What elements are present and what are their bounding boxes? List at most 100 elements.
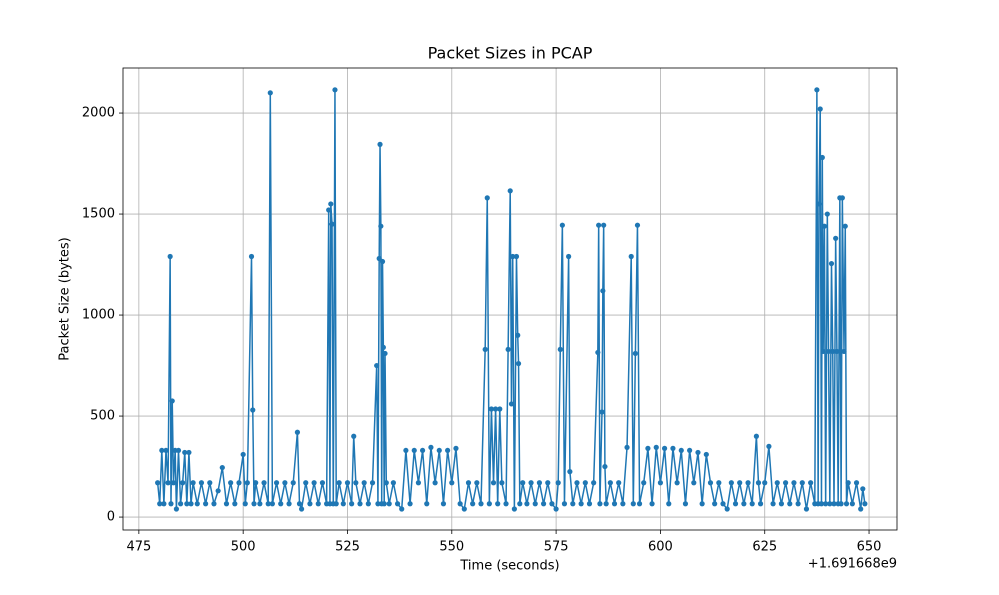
data-point	[361, 480, 367, 486]
data-point	[474, 480, 480, 486]
data-point	[820, 348, 826, 355]
data-point	[819, 154, 825, 161]
data-point	[253, 480, 259, 486]
data-point	[611, 501, 618, 507]
data-point	[803, 506, 810, 512]
data-point	[244, 480, 250, 486]
data-point	[707, 480, 714, 486]
data-point	[424, 501, 430, 507]
data-point	[223, 501, 230, 507]
data-point	[298, 506, 305, 512]
data-point	[482, 346, 488, 353]
data-point	[282, 480, 288, 486]
data-point	[630, 501, 636, 507]
data-point	[495, 501, 501, 507]
data-point	[155, 480, 161, 486]
data-point	[386, 501, 392, 507]
data-point	[691, 480, 697, 486]
data-point	[839, 195, 845, 201]
y-tick-label: 2000	[82, 106, 115, 121]
data-point	[415, 480, 422, 486]
data-point	[511, 506, 517, 512]
data-point	[616, 480, 622, 486]
data-point	[699, 501, 705, 507]
data-point	[724, 506, 730, 512]
data-point	[827, 501, 833, 507]
data-point	[336, 480, 342, 486]
data-point	[303, 480, 309, 486]
data-point	[461, 506, 467, 512]
data-point	[344, 480, 351, 486]
y-tick-label: 0	[107, 510, 115, 525]
data-point	[574, 480, 580, 486]
data-point	[845, 480, 851, 486]
data-point	[510, 253, 516, 260]
data-point	[566, 253, 572, 260]
data-point	[173, 506, 180, 512]
data-point	[720, 501, 726, 507]
data-point	[661, 445, 668, 451]
data-point	[591, 480, 597, 486]
data-point	[240, 451, 246, 458]
data-point	[403, 447, 409, 454]
data-point	[749, 501, 755, 507]
data-point	[532, 501, 538, 507]
data-point	[799, 480, 805, 486]
data-point	[782, 480, 789, 486]
data-point	[377, 141, 383, 147]
data-point	[159, 447, 165, 454]
data-point	[513, 253, 520, 260]
data-point	[380, 344, 386, 350]
data-point	[757, 501, 764, 507]
data-point	[559, 222, 565, 228]
x-tick-label: 550	[439, 540, 464, 555]
data-point	[678, 447, 684, 454]
data-point	[390, 480, 396, 486]
data-point	[436, 447, 442, 454]
x-axis-label: Time (seconds)	[459, 559, 559, 574]
data-point	[445, 447, 451, 454]
data-point	[296, 501, 303, 507]
data-point	[795, 501, 801, 507]
x-tick-label: 625	[752, 540, 777, 555]
x-tick-label: 525	[335, 540, 360, 555]
plot-frame	[122, 67, 898, 531]
data-point	[549, 501, 555, 507]
data-point	[365, 501, 371, 507]
data-point	[557, 346, 563, 353]
data-point	[821, 223, 827, 229]
data-point	[375, 501, 381, 507]
data-point	[490, 480, 497, 486]
data-point	[849, 501, 855, 507]
data-point	[515, 332, 521, 338]
data-point	[394, 501, 401, 507]
data-point	[503, 501, 509, 507]
data-point	[250, 407, 256, 413]
data-point	[641, 480, 647, 486]
data-point	[682, 501, 689, 507]
data-point	[828, 260, 835, 267]
data-point	[381, 501, 387, 507]
data-point	[157, 501, 163, 507]
data-point	[319, 480, 326, 486]
data-point	[236, 480, 242, 486]
data-point	[307, 501, 313, 507]
data-point	[168, 501, 174, 507]
data-point	[453, 445, 459, 451]
data-point	[328, 201, 334, 207]
data-point	[505, 346, 511, 353]
data-point	[843, 501, 850, 507]
data-point	[582, 480, 588, 486]
data-point	[163, 447, 169, 454]
data-point	[732, 501, 739, 507]
data-point	[600, 288, 606, 294]
data-point	[290, 480, 296, 486]
data-point	[269, 501, 275, 507]
data-point	[379, 258, 386, 265]
data-point	[536, 480, 543, 486]
data-point	[712, 501, 718, 507]
y-tick-label: 1000	[82, 308, 115, 323]
data-point	[818, 501, 825, 507]
x-offset-label: +1.691668e9	[808, 557, 897, 572]
